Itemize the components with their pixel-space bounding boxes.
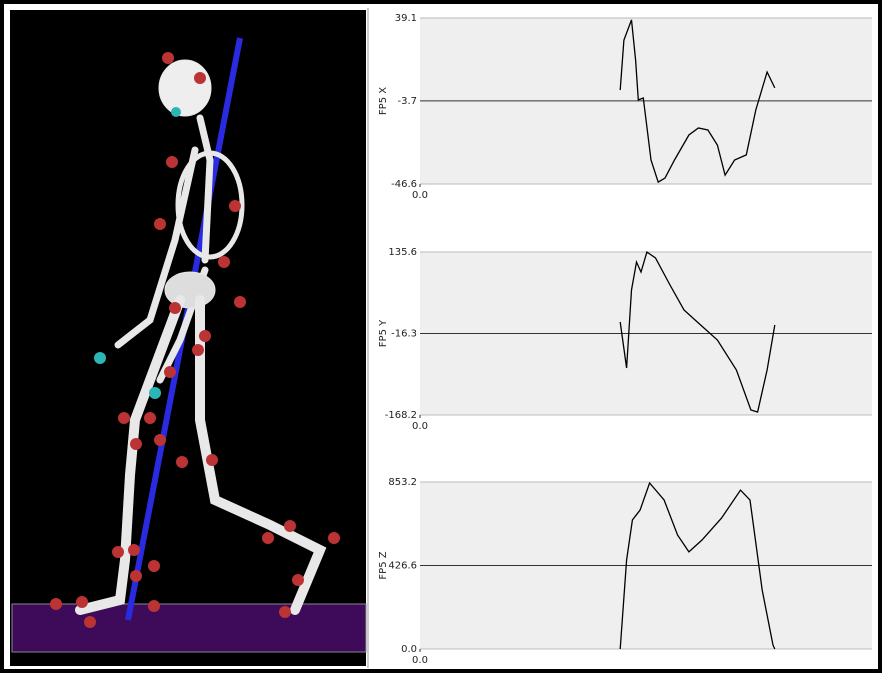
y-tick-label: -46.6 <box>391 179 417 190</box>
y-tick-label: -3.7 <box>397 96 417 107</box>
x-tick-label: 0.0 <box>412 655 428 666</box>
y-tick-label: 0.0 <box>401 644 417 655</box>
y-axis-label: FP5 Y <box>378 319 389 347</box>
x-tick-label: 0.0 <box>412 421 428 432</box>
x-tick-label: 0.0 <box>412 190 428 201</box>
y-tick-label: 135.6 <box>388 247 417 258</box>
floor <box>12 604 366 652</box>
y-tick-label: -168.2 <box>385 410 417 421</box>
viewport-3d <box>10 10 366 666</box>
y-tick-label: 39.1 <box>395 13 417 24</box>
y-tick-label: 853.2 <box>388 477 417 488</box>
screen: -46.6 -3.7 39.1 0.0 FP5 X -168.2 -16.3 135.6 0.0… <box>0 0 882 673</box>
y-axis-label: FP5 Z <box>378 551 389 579</box>
y-tick-label: 426.6 <box>388 561 417 572</box>
y-tick-label: -16.3 <box>391 329 417 340</box>
y-axis-label: FP5 X <box>378 87 389 115</box>
